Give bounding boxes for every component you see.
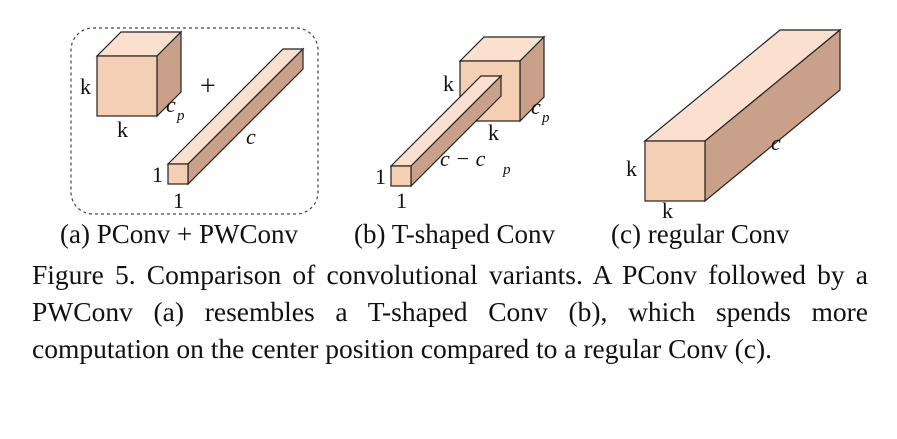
bar-height-label: 1 — [152, 162, 163, 187]
cube-depth-label: c — [166, 92, 176, 117]
t-cube-height-label: k — [443, 71, 454, 96]
t-bar — [389, 74, 503, 188]
box-height-label: k — [626, 156, 637, 181]
t-cube-width-label: k — [488, 120, 499, 145]
cube-width-label: k — [117, 117, 128, 142]
t-cube-depth-label: c — [531, 94, 541, 119]
panel-a: k k c p + 1 1 c — [70, 27, 319, 215]
figure-diagram: k k c p + 1 1 c k k c p c − c p 1 — [70, 27, 842, 220]
panel-c-caption: (c) regular Conv — [611, 219, 790, 249]
t-bar-width-label: 1 — [396, 188, 407, 213]
cube-height-label: k — [80, 74, 91, 99]
box-front — [644, 140, 706, 202]
panel-b-caption: (b) T-shaped Conv — [354, 219, 555, 249]
t-cube-depth-sub: p — [541, 110, 550, 126]
panel-a-caption: (a) PConv + PWConv — [60, 219, 298, 249]
bar-front — [167, 163, 189, 185]
bar-top — [166, 48, 305, 165]
bar-width-label: 1 — [173, 188, 184, 213]
box-width-label: k — [662, 198, 673, 220]
bar-side — [187, 47, 304, 186]
bar-length-label: c — [246, 124, 256, 149]
box-length-label: c — [771, 130, 781, 155]
pwconv-bar — [166, 47, 305, 186]
cube-depth-sub: p — [176, 108, 185, 124]
t-bar-length-label: c − c — [440, 146, 486, 171]
pconv-cube — [95, 30, 183, 118]
cube-front — [96, 55, 158, 117]
t-bar-front — [390, 165, 412, 187]
panel-c: k k c — [626, 28, 842, 220]
plus-sign: + — [200, 71, 216, 102]
t-bar-height-label: 1 — [375, 164, 386, 189]
t-bar-length-sub: p — [502, 162, 511, 178]
figure-caption: Figure 5. Comparison of convolutional va… — [32, 259, 868, 364]
dashed-group-box — [70, 27, 319, 215]
panel-b: k k c p c − c p 1 1 — [375, 35, 550, 213]
